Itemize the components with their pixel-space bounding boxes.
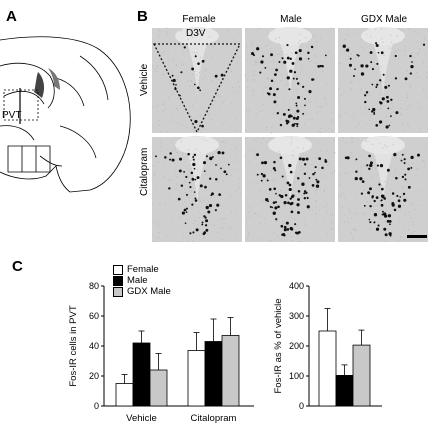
y-tick-label-1-1: 20: [89, 371, 99, 381]
micrograph-tile-r0-c0: [152, 27, 242, 133]
y-tick-label-2-1: 100: [289, 371, 304, 381]
bar-1-gdx-male-0: [149, 369, 168, 407]
y-tick-label-2-2: 200: [289, 341, 304, 351]
legend-item-male: Male: [113, 275, 171, 286]
y-tick-label-2-3: 300: [289, 311, 304, 321]
micrograph-tile-r0-c1: [244, 27, 335, 134]
pvt-outline: [152, 43, 242, 134]
bar-2-female-0: [318, 330, 337, 407]
brain-schematic: [0, 36, 131, 193]
legend-item-gdx-male: GDX Male: [113, 286, 171, 297]
micrograph-grid: [152, 27, 428, 243]
chart-fos-counts: 0 20 40 60 80 Fos-IR cells in PVT Vehicle Cital…: [68, 281, 254, 424]
chart-fos-percent: 0 100 200 300 400 Fos-IR as % of vehicle: [273, 281, 382, 411]
micrograph-tile-r1-c1: [244, 136, 336, 243]
scale-bar: [407, 235, 427, 238]
legend-label-male: Male: [127, 275, 148, 286]
column-header-male: Male: [280, 14, 302, 25]
panel-c-letter: C: [12, 258, 23, 275]
y-tick-label-1-0: 0: [94, 401, 99, 411]
micrograph-tile-r1-c0: [152, 136, 242, 243]
panel-c-charts: 0 20 40 60 80 Fos-IR cells in PVT Vehicle Cital…: [68, 281, 382, 424]
legend-swatch-male: [113, 275, 123, 286]
y-tick-label-1-2: 40: [89, 341, 99, 351]
row-header-citalopram: Citalopram: [139, 147, 150, 196]
panel-b-letter: B: [137, 8, 148, 25]
bar-2-gdx-male-0: [352, 344, 371, 407]
bar-1-male-0: [132, 342, 151, 407]
bar-1-male-1: [204, 341, 223, 407]
legend: Female Male GDX Male: [113, 264, 171, 297]
bar-1-female-1: [187, 350, 206, 407]
legend-label-gdx-male: GDX Male: [127, 286, 171, 297]
row-header-vehicle: Vehicle: [139, 63, 150, 96]
x-tick-label-1-1: Citalopram: [191, 413, 237, 424]
legend-label-female: Female: [127, 264, 159, 275]
x-tick-label-1-0: Vehicle: [126, 413, 157, 424]
micrograph-tile-r1-c2: [338, 136, 428, 243]
y-tick-label-1-4: 80: [89, 281, 99, 291]
d3v-label: D3V: [186, 28, 206, 39]
y-tick-label-1-3: 60: [89, 311, 99, 321]
bar-1-gdx-male-1: [221, 335, 240, 407]
micrograph-tile-r0-c2: [337, 27, 428, 133]
bar-1-female-0: [115, 383, 134, 407]
legend-swatch-gdx-male: [113, 286, 123, 297]
y-tick-label-2-4: 400: [289, 281, 304, 291]
pvt-label: PVT: [2, 110, 22, 121]
panel-a-letter: A: [6, 8, 17, 25]
column-header-gdx-male: GDX Male: [360, 14, 408, 25]
column-header-female: Female: [182, 14, 216, 25]
y-axis-label-1: Fos-IR cells in PVT: [68, 305, 79, 386]
bar-2-male-0: [335, 375, 354, 407]
legend-swatch-female: [113, 264, 123, 275]
y-tick-label-2-0: 0: [299, 401, 304, 411]
y-axis-label-2: Fos-IR as % of vehicle: [273, 298, 284, 393]
legend-item-female: Female: [113, 264, 171, 275]
